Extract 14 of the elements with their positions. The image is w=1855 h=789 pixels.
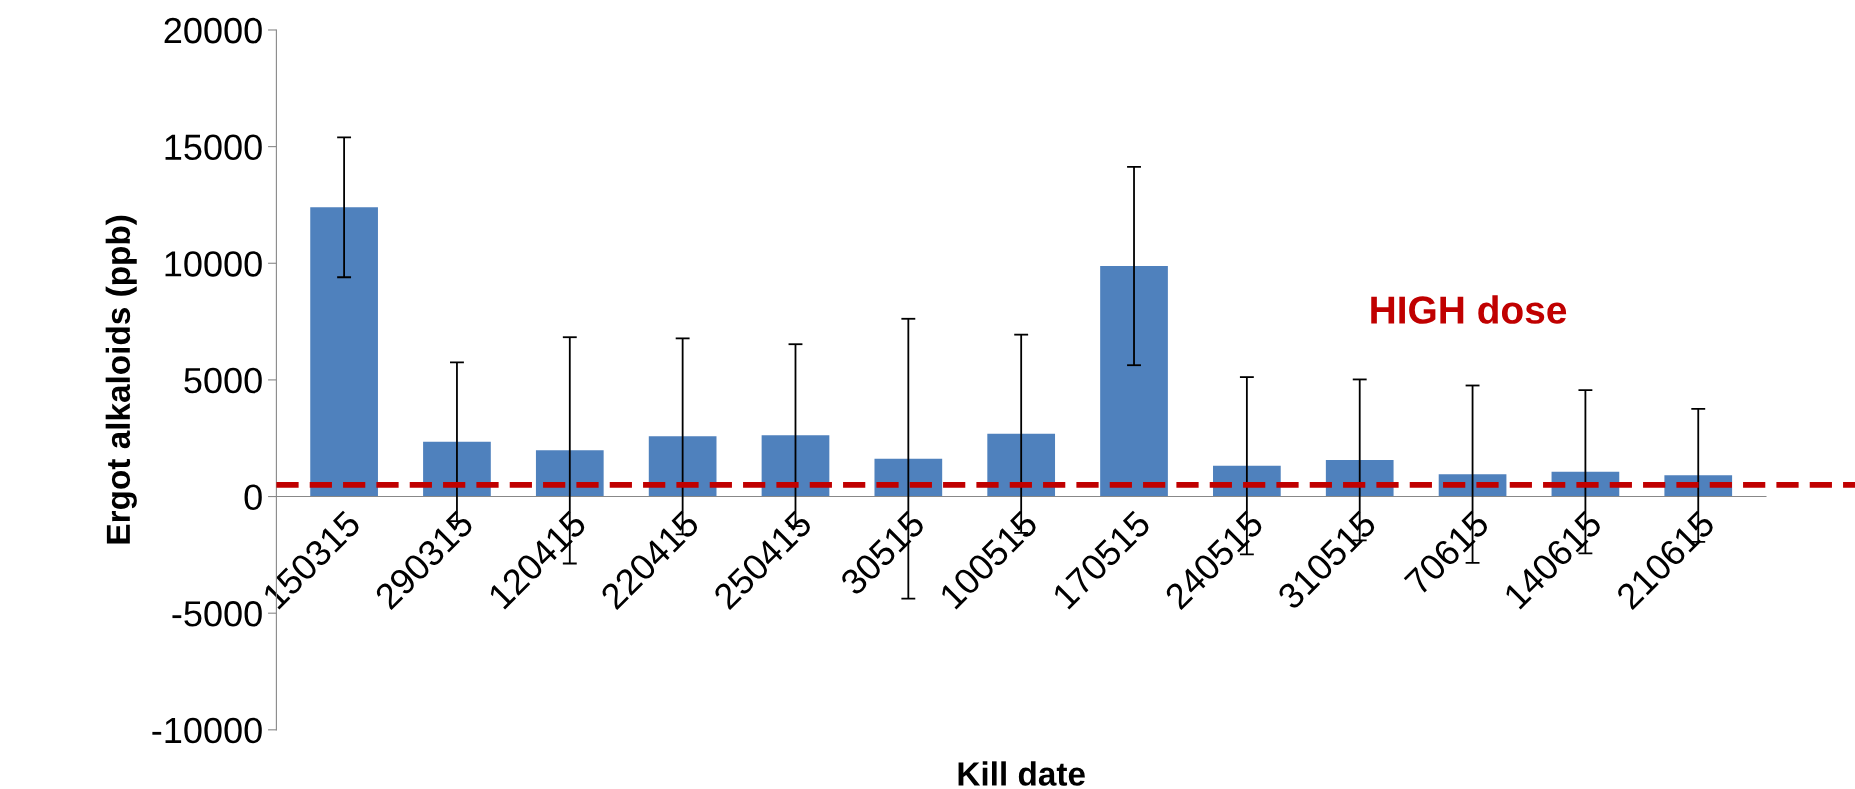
y-tick-label: 5000	[184, 367, 262, 394]
bar	[310, 207, 378, 497]
bar	[761, 435, 830, 497]
y-tick-label: -10000	[152, 717, 262, 744]
bar	[987, 433, 1056, 497]
x-axis-title: Kill date	[958, 761, 1085, 786]
y-axis-title: Ergot alkaloids (ppb)	[105, 215, 137, 544]
bar	[1100, 266, 1168, 497]
y-tick-label: 20000	[164, 17, 262, 44]
y-tick-label: -5000	[172, 601, 262, 627]
y-tick-label: 10000	[165, 251, 262, 277]
y-tick-label: 0	[244, 484, 262, 510]
y-tick-label: 15000	[165, 134, 262, 161]
ref-line-label: HIGH dose	[1371, 295, 1567, 324]
